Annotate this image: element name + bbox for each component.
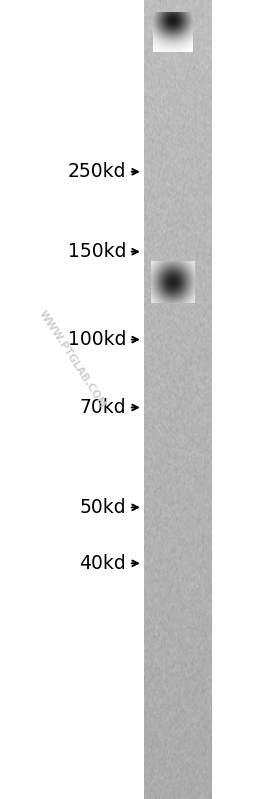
Text: 40kd: 40kd <box>79 554 126 573</box>
Text: 70kd: 70kd <box>79 398 126 417</box>
Text: 150kd: 150kd <box>67 242 126 261</box>
Text: WWW.PTGLAB.COM: WWW.PTGLAB.COM <box>38 309 108 410</box>
Text: 100kd: 100kd <box>67 330 126 349</box>
Text: 250kd: 250kd <box>67 162 126 181</box>
Text: 50kd: 50kd <box>79 498 126 517</box>
